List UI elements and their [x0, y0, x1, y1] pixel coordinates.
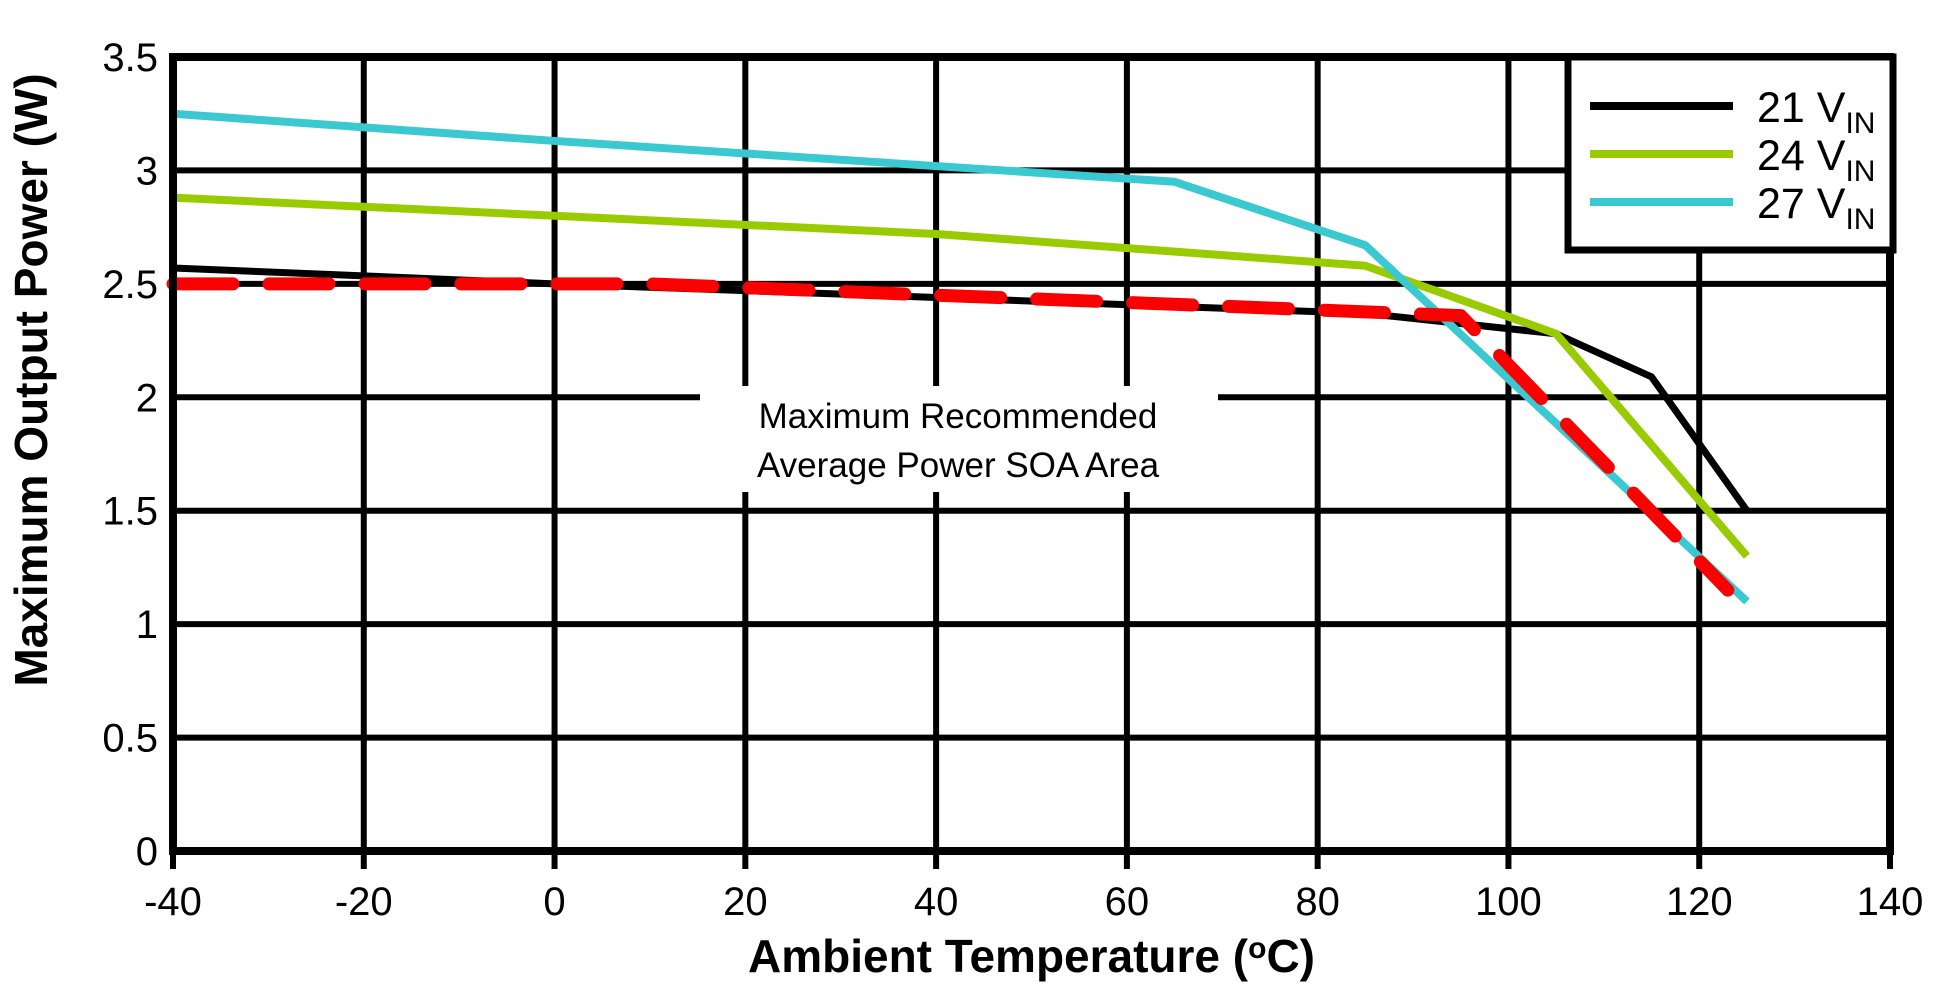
annotation-text: Maximum Recommended: [759, 397, 1158, 436]
x-tick-label: -20: [335, 880, 393, 924]
y-tick-label: 2: [136, 376, 158, 420]
y-tick-label: 3.5: [102, 36, 158, 80]
y-tick-label: 1.5: [102, 490, 158, 534]
annotation-mask: [700, 386, 1218, 492]
x-tick-label: 120: [1666, 880, 1733, 924]
x-tick-label: 80: [1295, 880, 1340, 924]
legend-label: 27 VIN: [1757, 180, 1875, 236]
x-tick-label: 140: [1857, 880, 1924, 924]
x-axis-title: Ambient Temperature (oC): [748, 930, 1315, 982]
series-line-soa: [166, 277, 1735, 597]
annotation-text: Average Power SOA Area: [757, 446, 1160, 485]
series-line-27vin: [172, 109, 1750, 605]
y-tick-label: 2.5: [102, 263, 158, 307]
x-tick-label: 60: [1105, 880, 1150, 924]
y-tick-label: 0.5: [102, 717, 158, 761]
series-line-24vin: [172, 193, 1750, 559]
x-tick-label: 40: [914, 880, 959, 924]
x-tick-label: 0: [543, 880, 565, 924]
x-tick-label: 100: [1475, 880, 1542, 924]
plot-border: [169, 53, 1894, 855]
y-axis-title: Maximum Output Power (W): [5, 73, 57, 686]
legend-label: 21 VIN: [1757, 84, 1875, 140]
y-tick-label: 1: [136, 603, 158, 647]
x-tick-label: -40: [144, 880, 202, 924]
x-tick-label: 20: [723, 880, 768, 924]
y-tick-label: 3: [136, 149, 158, 193]
legend-label: 24 VIN: [1757, 132, 1875, 188]
y-tick-label: 0: [136, 830, 158, 874]
